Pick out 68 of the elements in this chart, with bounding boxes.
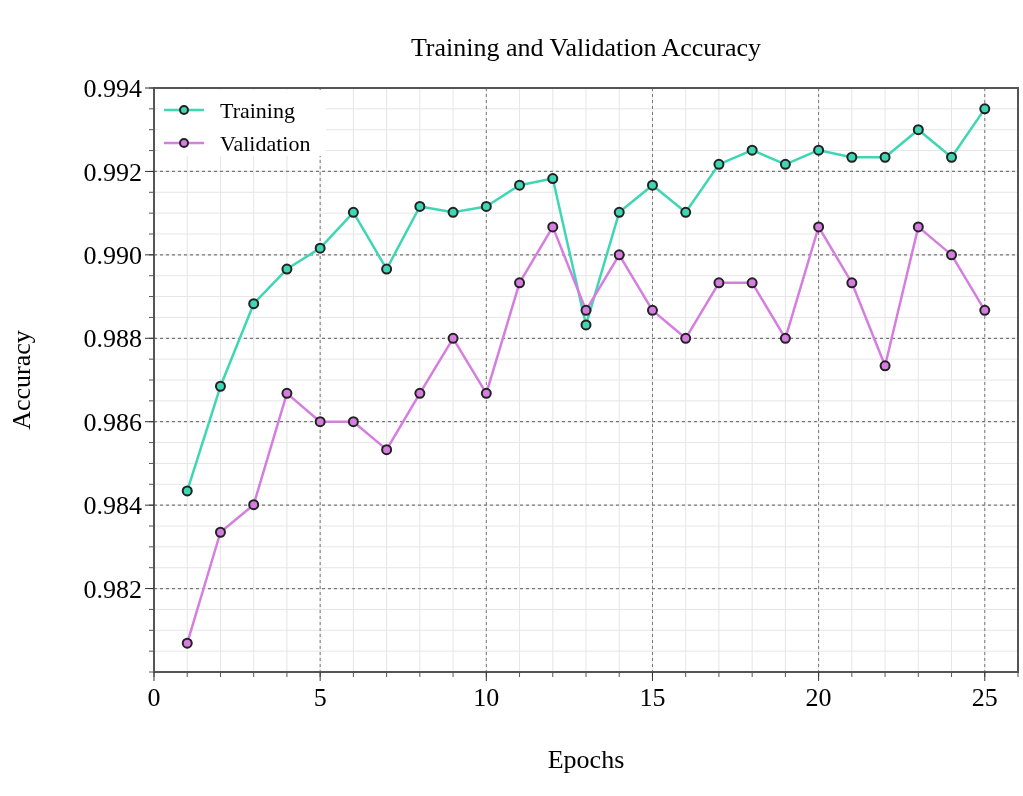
point	[979, 103, 991, 115]
point	[580, 319, 592, 331]
point	[347, 206, 359, 218]
point	[580, 304, 592, 316]
point	[248, 499, 260, 511]
point	[680, 206, 692, 218]
point	[480, 387, 492, 399]
point	[181, 637, 193, 649]
point	[680, 332, 692, 344]
y-tick-label: 0.984	[83, 491, 142, 521]
point	[214, 380, 226, 392]
point	[281, 387, 293, 399]
point	[480, 200, 492, 212]
point	[779, 158, 791, 170]
y-tick-label: 0.982	[83, 574, 142, 604]
point	[813, 144, 825, 156]
point	[746, 144, 758, 156]
point	[713, 158, 725, 170]
y-tick-label: 0.986	[83, 407, 142, 437]
legend-label: Training	[220, 97, 295, 123]
y-tick-label: 0.990	[83, 240, 142, 270]
point	[214, 526, 226, 538]
y-tick-label: 0.992	[83, 157, 142, 187]
point	[646, 304, 658, 316]
point	[314, 242, 326, 254]
legend-label: Validation	[220, 130, 311, 156]
point	[414, 387, 426, 399]
point	[879, 360, 891, 372]
point	[613, 249, 625, 261]
point	[248, 298, 260, 310]
point	[514, 179, 526, 191]
chart-title: Training and Validation Accuracy	[410, 33, 762, 62]
point	[879, 151, 891, 163]
x-tick-label: 5	[313, 683, 327, 712]
point	[779, 332, 791, 344]
point	[979, 304, 991, 316]
point	[447, 332, 459, 344]
y-tick-label: 0.988	[83, 324, 142, 354]
x-tick-label: 25	[971, 683, 998, 712]
point	[813, 221, 825, 233]
point	[381, 444, 393, 456]
point	[646, 179, 658, 191]
point	[314, 416, 326, 428]
x-tick-label: 0	[147, 683, 161, 712]
point	[347, 416, 359, 428]
point	[713, 277, 725, 289]
point	[846, 151, 858, 163]
point	[181, 485, 193, 497]
y-axis-title: Accuracy	[7, 330, 36, 430]
x-tick-label: 15	[639, 683, 666, 712]
point	[414, 200, 426, 212]
point	[946, 151, 958, 163]
point	[912, 124, 924, 136]
point	[447, 206, 459, 218]
x-axis-title: Epochs	[547, 745, 625, 774]
y-tick-label: 0.994	[83, 74, 142, 104]
point	[381, 263, 393, 275]
point	[613, 206, 625, 218]
point	[547, 221, 559, 233]
point	[946, 249, 958, 261]
point	[746, 277, 758, 289]
x-tick-label: 20	[805, 683, 832, 712]
x-tick-label: 10	[473, 683, 500, 712]
point	[912, 221, 924, 233]
point	[846, 277, 858, 289]
point	[514, 277, 526, 289]
point	[281, 263, 293, 275]
point	[547, 173, 559, 185]
